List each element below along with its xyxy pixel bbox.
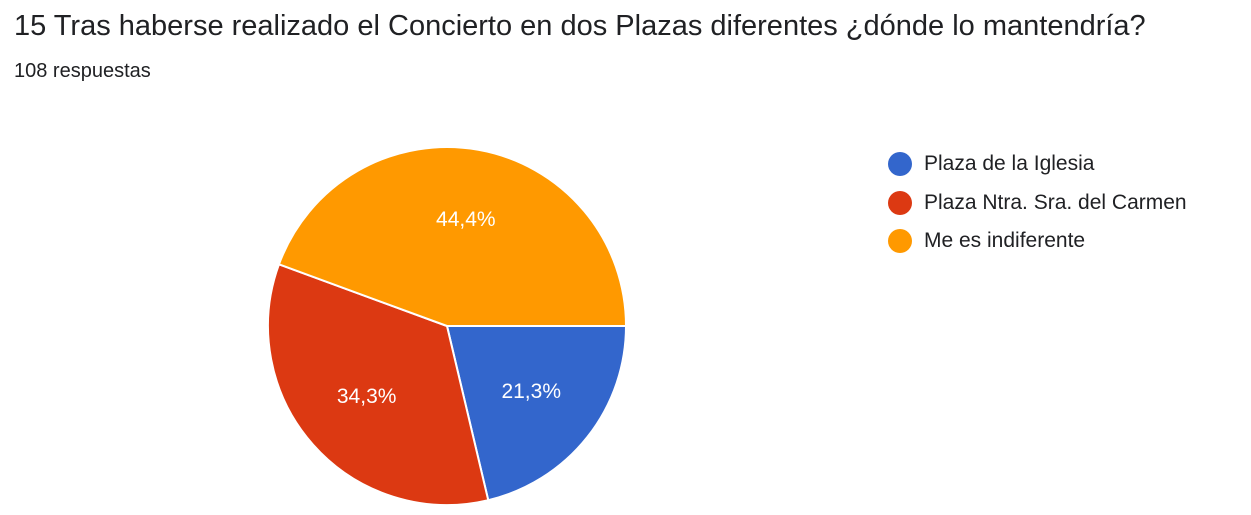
- pie-slice-3[interactable]: [277, 146, 628, 327]
- legend-label: Me es indiferente: [924, 229, 1086, 253]
- chart-title: 15 Tras haberse realizado el Concierto e…: [14, 10, 1146, 42]
- legend-swatch: [888, 152, 912, 177]
- legend-swatch: [888, 190, 912, 215]
- legend-item-plaza-iglesia[interactable]: Plaza de la Iglesia: [888, 145, 1187, 184]
- pie-slice-1[interactable]: [445, 325, 628, 502]
- response-count: 108 respuestas: [14, 60, 151, 82]
- legend: Plaza de la Iglesia Plaza Ntra. Sra. del…: [888, 145, 1187, 261]
- legend-item-plaza-carmen[interactable]: Plaza Ntra. Sra. del Carmen: [888, 184, 1187, 223]
- legend-swatch: [888, 229, 912, 254]
- slice-label-2: 34,3%: [337, 385, 397, 408]
- slice-label-3: 44,4%: [436, 208, 496, 231]
- slice-label-1: 21,3%: [501, 380, 561, 403]
- pie-slice-2[interactable]: [267, 263, 490, 506]
- legend-label: Plaza de la Iglesia: [924, 152, 1095, 176]
- legend-label: Plaza Ntra. Sra. del Carmen: [924, 190, 1187, 214]
- legend-item-indiferente[interactable]: Me es indiferente: [888, 222, 1187, 261]
